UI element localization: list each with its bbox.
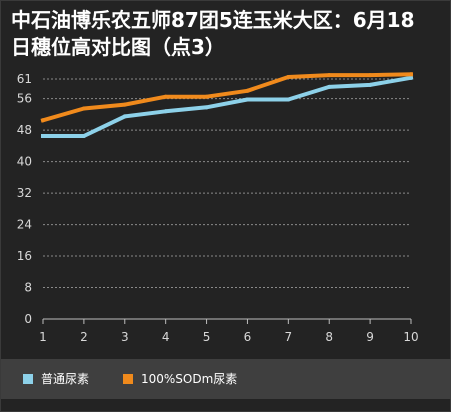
x-tick-label: 9 (366, 330, 374, 344)
data-point-series-2 (163, 94, 168, 99)
chart-title-line-2: 日穗位高对比图（点3） (11, 35, 225, 59)
x-tick-label: 6 (244, 330, 252, 344)
gridlines (43, 78, 411, 289)
data-point-series-1 (204, 105, 209, 110)
y-tick-label: 56 (17, 92, 32, 106)
data-point-series-1 (368, 82, 373, 87)
data-point-series-1 (81, 134, 86, 139)
data-point-series-1 (409, 75, 413, 80)
legend-label-series-2: 100%SODm尿素 (141, 372, 238, 386)
x-tick-label: 4 (162, 330, 170, 344)
data-point-series-2 (409, 72, 413, 77)
series-lines (40, 72, 414, 139)
y-tick-label: 16 (17, 249, 32, 263)
data-point-series-2 (286, 75, 291, 80)
y-tick-label: 24 (17, 218, 32, 232)
data-point-series-1 (41, 134, 45, 139)
data-point-series-1 (286, 97, 291, 102)
data-point-series-2 (327, 73, 332, 78)
y-tick-label: 48 (17, 123, 32, 137)
legend-item-series-1[interactable]: 普通尿素 (23, 371, 89, 387)
data-point-series-2 (122, 102, 127, 107)
x-tick-label: 2 (80, 330, 88, 344)
x-tick-label: 1 (39, 330, 47, 344)
x-tick-label: 10 (403, 330, 418, 344)
y-tick-label: 0 (24, 312, 32, 326)
y-tick-label: 8 (24, 281, 32, 295)
y-tick-label: 61 (17, 72, 32, 86)
legend: 普通尿素 100%SODm尿素 (1, 359, 451, 399)
data-point-series-2 (204, 94, 209, 99)
x-tick-label: 5 (203, 330, 211, 344)
data-point-series-1 (163, 109, 168, 114)
x-tick-label: 8 (325, 330, 333, 344)
legend-item-series-2[interactable]: 100%SODm尿素 (123, 371, 237, 387)
chart-title: 中石油博乐农五师87团5连玉米大区：6月18 日穗位高对比图（点3） (11, 7, 447, 61)
data-point-series-1 (327, 84, 332, 89)
x-tick-label: 3 (121, 330, 129, 344)
data-point-series-2 (41, 118, 45, 123)
legend-swatch-series-1 (23, 374, 33, 384)
y-tick-label: 32 (17, 186, 32, 200)
x-tick-label: 7 (285, 330, 293, 344)
series-line-1 (41, 75, 414, 138)
y-tick-label: 40 (17, 155, 32, 169)
series-line-2 (40, 72, 414, 123)
data-point-series-2 (81, 106, 86, 111)
data-point-series-1 (245, 97, 250, 102)
legend-label-series-1: 普通尿素 (41, 372, 90, 386)
data-point-series-2 (245, 88, 250, 93)
chart-title-line-1: 中石油博乐农五师87团5连玉米大区：6月18 (11, 8, 415, 32)
data-point-series-1 (122, 114, 127, 119)
legend-swatch-series-2 (123, 374, 133, 384)
data-point-series-2 (368, 73, 373, 78)
